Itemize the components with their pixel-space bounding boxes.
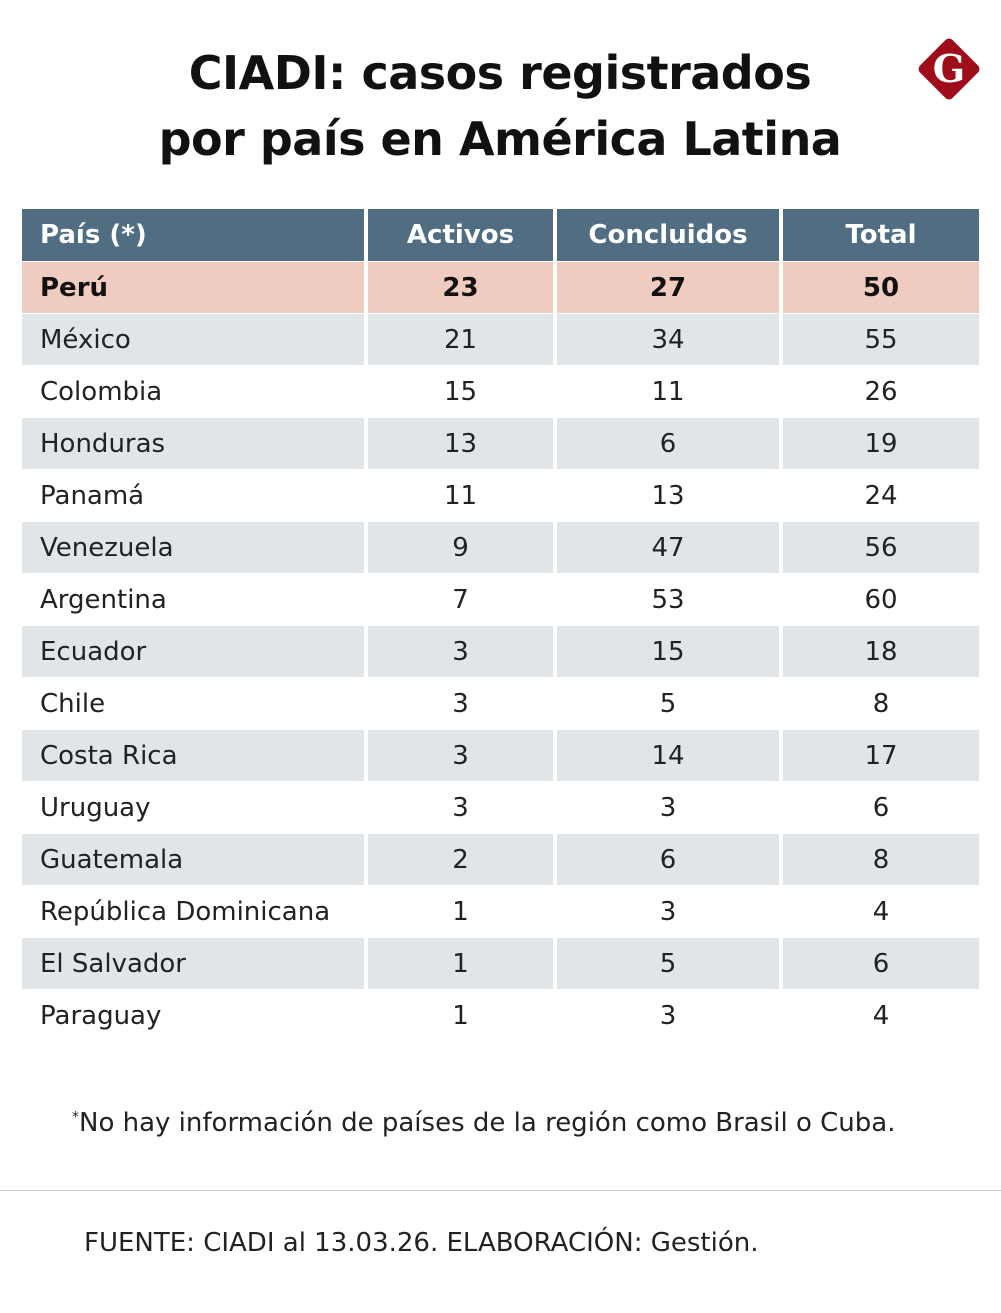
cell-total: 50 (783, 261, 979, 313)
cell-total: 6 (783, 781, 979, 833)
cell-active: 23 (368, 261, 553, 313)
cell-concluded: 34 (557, 313, 779, 365)
cell-active: 1 (368, 885, 553, 937)
cell-total: 17 (783, 729, 979, 781)
cell-total: 56 (783, 521, 979, 573)
cell-active: 1 (368, 989, 553, 1041)
table-row: Colombia 15 11 26 (22, 365, 979, 417)
table-row: Honduras 13 6 19 (22, 417, 979, 469)
cell-country: Argentina (22, 573, 364, 625)
table-row: Argentina 7 53 60 (22, 573, 979, 625)
cell-country: Guatemala (22, 833, 364, 885)
cell-country: Colombia (22, 365, 364, 417)
title-line-2: por país en América Latina (158, 112, 842, 166)
title-line-1: CIADI: casos registrados (188, 46, 812, 100)
cell-country: Honduras (22, 417, 364, 469)
cell-country: Paraguay (22, 989, 364, 1041)
cell-concluded: 6 (557, 417, 779, 469)
cell-active: 13 (368, 417, 553, 469)
table-row: República Dominicana 1 3 4 (22, 885, 979, 937)
cell-country: Ecuador (22, 625, 364, 677)
cell-active: 11 (368, 469, 553, 521)
cell-total: 24 (783, 469, 979, 521)
cell-active: 21 (368, 313, 553, 365)
cell-country: Chile (22, 677, 364, 729)
cell-active: 3 (368, 729, 553, 781)
header-active: Activos (368, 209, 553, 261)
table-row: Chile 3 5 8 (22, 677, 979, 729)
table-row: Paraguay 1 3 4 (22, 989, 979, 1041)
cell-concluded: 47 (557, 521, 779, 573)
cell-concluded: 15 (557, 625, 779, 677)
cell-total: 55 (783, 313, 979, 365)
cell-active: 3 (368, 677, 553, 729)
cell-country: México (22, 313, 364, 365)
cell-active: 2 (368, 833, 553, 885)
cell-concluded: 5 (557, 937, 779, 989)
table-row: El Salvador 1 5 6 (22, 937, 979, 989)
gestion-logo-icon: G (918, 38, 980, 100)
cell-concluded: 27 (557, 261, 779, 313)
svg-text:G: G (933, 46, 965, 91)
cell-country: Panamá (22, 469, 364, 521)
source-text: FUENTE: CIADI al 13.03.26. ELABORACIÓN: … (84, 1228, 759, 1258)
cell-total: 19 (783, 417, 979, 469)
cell-concluded: 13 (557, 469, 779, 521)
cell-active: 1 (368, 937, 553, 989)
footnote: *No hay información de países de la regi… (72, 1108, 896, 1138)
cell-concluded: 5 (557, 677, 779, 729)
page-title: CIADI: casos registrados por país en Amé… (60, 40, 940, 172)
cell-total: 4 (783, 885, 979, 937)
divider (0, 1190, 1001, 1191)
table-row: Venezuela 9 47 56 (22, 521, 979, 573)
cell-country: Perú (22, 261, 364, 313)
cell-country: Costa Rica (22, 729, 364, 781)
cell-concluded: 6 (557, 833, 779, 885)
cell-concluded: 53 (557, 573, 779, 625)
cell-concluded: 11 (557, 365, 779, 417)
footnote-text: No hay información de países de la regió… (79, 1108, 896, 1138)
cases-table: País (*) Activos Concluidos Total Perú 23… (18, 209, 983, 1041)
table-row: Panamá 11 13 24 (22, 469, 979, 521)
cell-country: El Salvador (22, 937, 364, 989)
table-header: País (*) Activos Concluidos Total (22, 209, 979, 261)
header-country: País (*) (22, 209, 364, 261)
cell-total: 4 (783, 989, 979, 1041)
cell-active: 3 (368, 625, 553, 677)
cell-total: 8 (783, 677, 979, 729)
cell-total: 26 (783, 365, 979, 417)
cell-total: 6 (783, 937, 979, 989)
cell-active: 7 (368, 573, 553, 625)
cell-active: 15 (368, 365, 553, 417)
cell-concluded: 14 (557, 729, 779, 781)
cell-country: Uruguay (22, 781, 364, 833)
table-row: Ecuador 3 15 18 (22, 625, 979, 677)
cell-active: 3 (368, 781, 553, 833)
table-row: Costa Rica 3 14 17 (22, 729, 979, 781)
cell-total: 18 (783, 625, 979, 677)
cell-concluded: 3 (557, 885, 779, 937)
table-row: México 21 34 55 (22, 313, 979, 365)
cell-total: 60 (783, 573, 979, 625)
footnote-mark: * (72, 1109, 79, 1126)
cell-country: República Dominicana (22, 885, 364, 937)
table-row: Perú 23 27 50 (22, 261, 979, 313)
cell-total: 8 (783, 833, 979, 885)
cell-active: 9 (368, 521, 553, 573)
cell-concluded: 3 (557, 781, 779, 833)
cell-concluded: 3 (557, 989, 779, 1041)
table-row: Uruguay 3 3 6 (22, 781, 979, 833)
table-row: Guatemala 2 6 8 (22, 833, 979, 885)
header-total: Total (783, 209, 979, 261)
cell-country: Venezuela (22, 521, 364, 573)
header-concluded: Concluidos (557, 209, 779, 261)
